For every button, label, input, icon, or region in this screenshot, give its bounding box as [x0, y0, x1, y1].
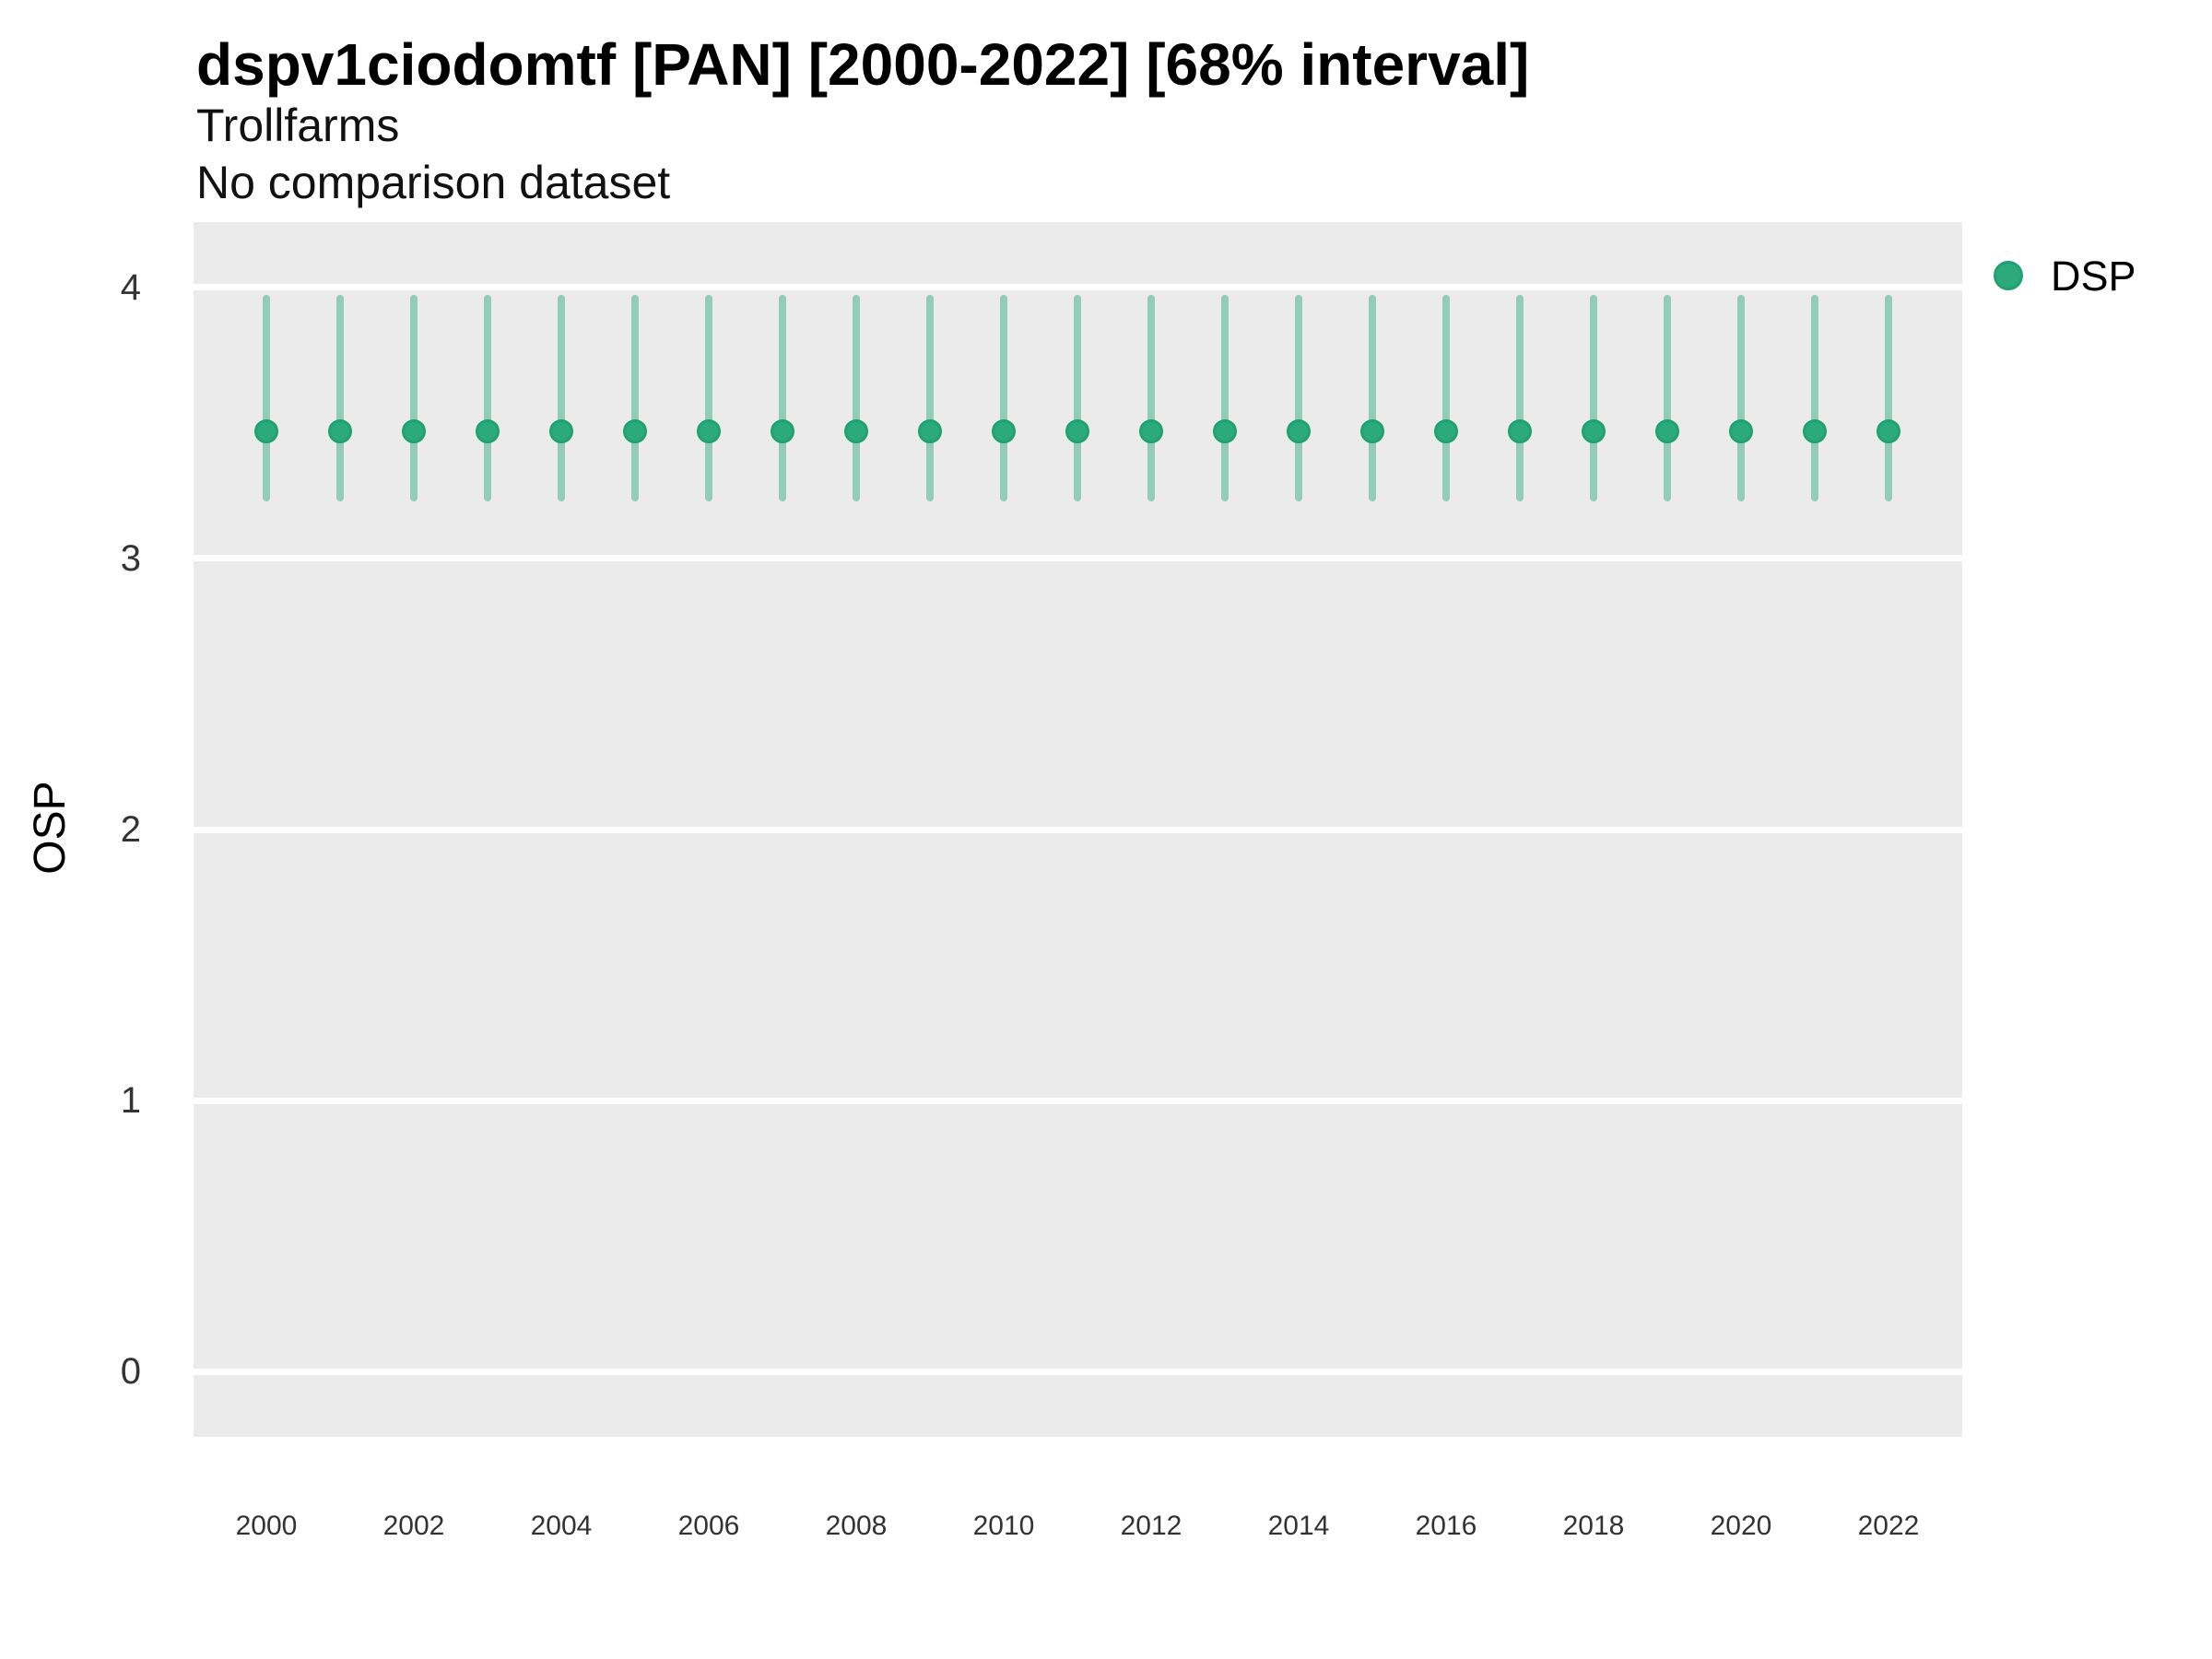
- y-tick-label-1: 1: [120, 1080, 141, 1122]
- point-2017: [1508, 418, 1532, 443]
- point-2022: [1877, 418, 1900, 443]
- interval-2000: [263, 295, 270, 501]
- y-tick-label-3: 3: [120, 537, 141, 579]
- interval-2020: [1737, 295, 1745, 501]
- point-2004: [549, 418, 573, 443]
- x-tick-label-2006: 2006: [677, 1511, 740, 1541]
- point-2001: [328, 418, 352, 443]
- interval-2014: [1295, 295, 1302, 501]
- point-2008: [844, 418, 868, 443]
- chart-title: dspv1ciodomtf [PAN] [2000-2022] [68% int…: [196, 31, 1530, 98]
- point-2010: [992, 418, 1016, 443]
- point-2009: [918, 418, 942, 443]
- x-tick-label-2002: 2002: [382, 1511, 445, 1541]
- point-2000: [254, 418, 278, 443]
- x-tick-label-2012: 2012: [1120, 1511, 1182, 1541]
- point-2006: [697, 418, 721, 443]
- point-2015: [1360, 418, 1384, 443]
- gridline-y-0: [194, 1368, 1962, 1375]
- interval-2011: [1074, 295, 1081, 501]
- point-2020: [1729, 418, 1753, 443]
- point-2019: [1655, 418, 1679, 443]
- plot-panel: [194, 222, 1962, 1437]
- interval-2001: [336, 295, 344, 501]
- interval-2019: [1664, 295, 1671, 501]
- interval-2013: [1221, 295, 1229, 501]
- y-tick-label-0: 0: [120, 1351, 141, 1393]
- gridline-y-2: [194, 826, 1962, 833]
- x-tick-label-2016: 2016: [1415, 1511, 1477, 1541]
- point-2021: [1803, 418, 1827, 443]
- x-tick-label-2000: 2000: [235, 1511, 298, 1541]
- point-2012: [1139, 418, 1163, 443]
- point-2018: [1582, 418, 1606, 443]
- interval-2016: [1442, 295, 1450, 501]
- interval-2008: [853, 295, 860, 501]
- legend: DSP: [1994, 253, 2136, 299]
- point-2005: [623, 418, 647, 443]
- interval-2007: [779, 295, 786, 501]
- y-tick-label-4: 4: [120, 266, 141, 308]
- legend-label-dsp: DSP: [2051, 252, 2136, 300]
- legend-marker-dsp-icon: [1994, 261, 2023, 290]
- interval-2009: [926, 295, 934, 501]
- interval-2010: [1000, 295, 1007, 501]
- interval-2022: [1885, 295, 1892, 501]
- x-tick-label-2010: 2010: [972, 1511, 1035, 1541]
- gridline-y-1: [194, 1097, 1962, 1104]
- point-2002: [402, 418, 426, 443]
- x-tick-label-2008: 2008: [825, 1511, 888, 1541]
- gridline-y-3: [194, 555, 1962, 562]
- x-tick-label-2018: 2018: [1562, 1511, 1625, 1541]
- interval-2021: [1811, 295, 1818, 501]
- point-2003: [476, 418, 500, 443]
- interval-2012: [1147, 295, 1155, 501]
- x-tick-label-2004: 2004: [530, 1511, 593, 1541]
- point-2013: [1213, 418, 1237, 443]
- gridline-y-4: [194, 284, 1962, 291]
- interval-2005: [631, 295, 639, 501]
- interval-2002: [410, 295, 418, 501]
- interval-2003: [484, 295, 491, 501]
- x-tick-label-2014: 2014: [1267, 1511, 1330, 1541]
- point-2011: [1065, 418, 1089, 443]
- chart-subtitle: Trollfarms: [196, 100, 400, 151]
- chart-comparison-note: No comparison dataset: [196, 157, 671, 208]
- interval-2015: [1369, 295, 1376, 501]
- point-2016: [1434, 418, 1458, 443]
- interval-2017: [1516, 295, 1524, 501]
- point-2014: [1287, 418, 1311, 443]
- x-tick-label-2022: 2022: [1857, 1511, 1920, 1541]
- interval-2004: [558, 295, 565, 501]
- interval-2018: [1590, 295, 1597, 501]
- interval-2006: [705, 295, 712, 501]
- y-tick-label-2: 2: [120, 809, 141, 850]
- point-2007: [771, 418, 794, 443]
- x-tick-label-2020: 2020: [1710, 1511, 1772, 1541]
